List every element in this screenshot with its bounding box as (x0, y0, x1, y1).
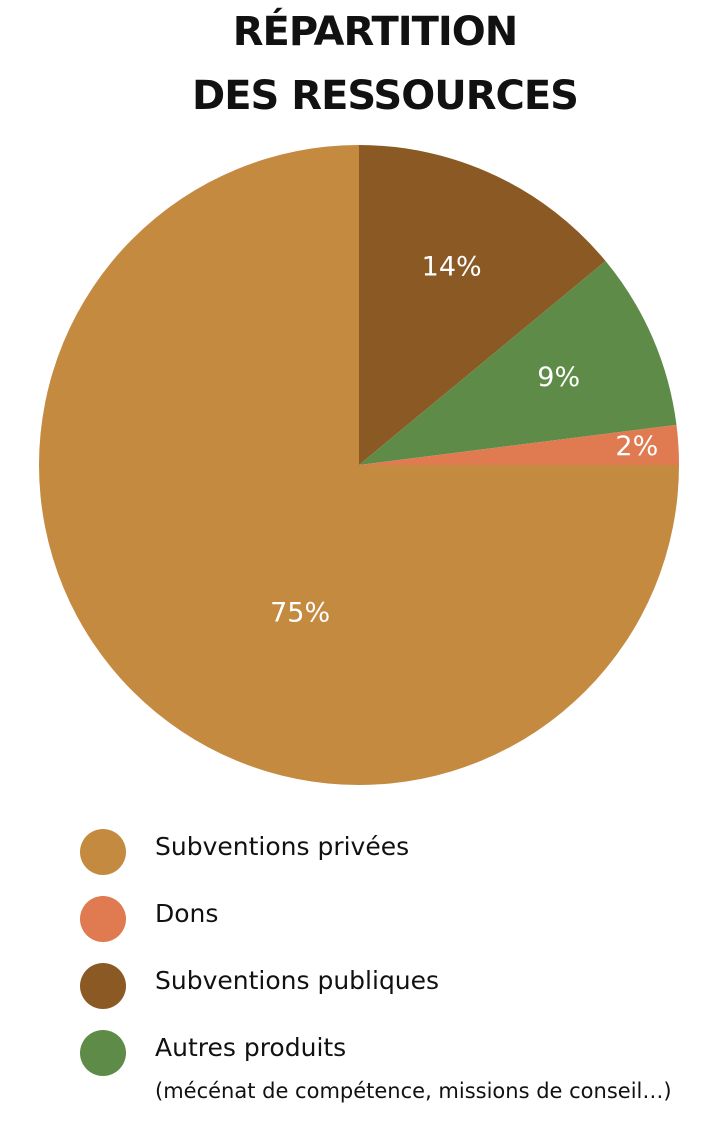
pie-slice (359, 145, 606, 465)
value-label: 2% (615, 431, 658, 462)
pie-slice (359, 261, 677, 465)
legend-swatch (80, 896, 126, 942)
pie-slice (39, 145, 679, 785)
pie-slice (359, 424, 679, 465)
legend-label: Autres produits (155, 1033, 346, 1062)
legend-swatch (80, 829, 126, 875)
legend-label: Subventions privées (155, 832, 409, 861)
value-label: 75% (270, 597, 330, 628)
chart-title: RÉPARTITION (233, 7, 518, 55)
value-label: 9% (537, 362, 580, 393)
legend-note: (mécénat de compétence, missions de cons… (155, 1079, 672, 1103)
legend-swatch (80, 1030, 126, 1076)
chart-title: DES RESSOURCES (192, 73, 578, 119)
legend-swatch (80, 963, 126, 1009)
legend-label: Dons (155, 899, 218, 928)
value-label: 14% (422, 252, 482, 283)
legend-label: Subventions publiques (155, 966, 439, 995)
